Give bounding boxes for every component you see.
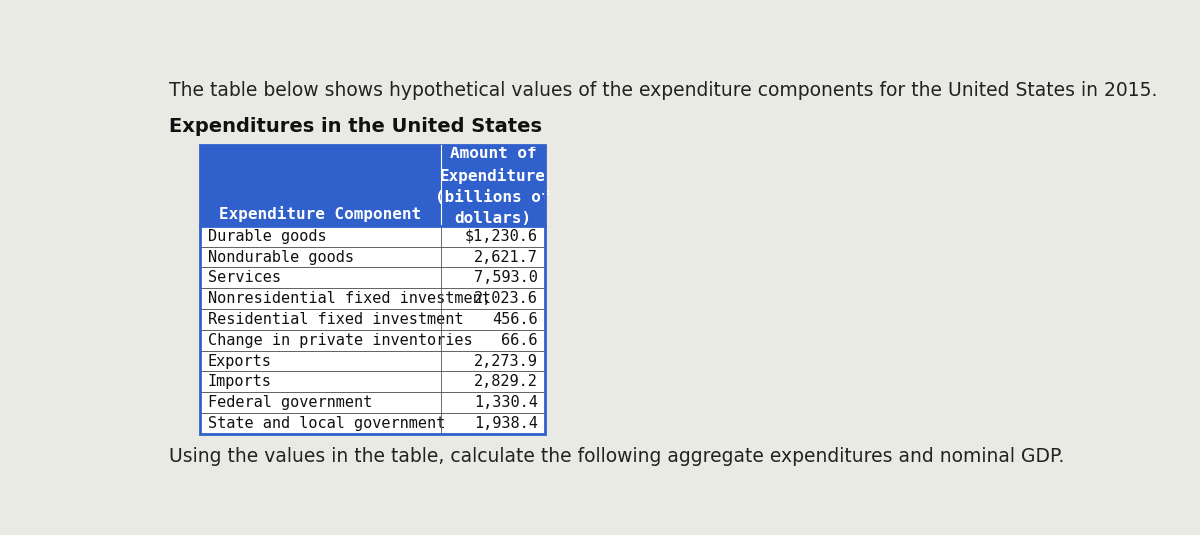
Text: Expenditure Component: Expenditure Component: [220, 207, 421, 223]
Text: 1,938.4: 1,938.4: [474, 416, 538, 431]
Text: Nonresidential fixed investment: Nonresidential fixed investment: [208, 291, 491, 306]
Text: Federal government: Federal government: [208, 395, 372, 410]
Text: 2,273.9: 2,273.9: [474, 354, 538, 369]
Text: Amount of
Expenditure
(billions of
dollars): Amount of Expenditure (billions of dolla…: [436, 146, 551, 226]
Text: Nondurable goods: Nondurable goods: [208, 250, 354, 265]
Text: $1,230.6: $1,230.6: [464, 229, 538, 244]
Text: Residential fixed investment: Residential fixed investment: [208, 312, 463, 327]
FancyBboxPatch shape: [200, 268, 545, 288]
Text: Using the values in the table, calculate the following aggregate expenditures an: Using the values in the table, calculate…: [169, 447, 1064, 466]
FancyBboxPatch shape: [200, 226, 545, 247]
Text: The table below shows hypothetical values of the expenditure components for the : The table below shows hypothetical value…: [169, 81, 1158, 100]
Text: 2,829.2: 2,829.2: [474, 374, 538, 389]
FancyBboxPatch shape: [200, 247, 545, 268]
Text: 1,330.4: 1,330.4: [474, 395, 538, 410]
Text: 456.6: 456.6: [492, 312, 538, 327]
FancyBboxPatch shape: [200, 145, 545, 226]
Text: Expenditures in the United States: Expenditures in the United States: [169, 117, 542, 135]
Text: Imports: Imports: [208, 374, 271, 389]
Text: 2,023.6: 2,023.6: [474, 291, 538, 306]
Text: Durable goods: Durable goods: [208, 229, 326, 244]
FancyBboxPatch shape: [200, 371, 545, 392]
Text: 7,593.0: 7,593.0: [474, 270, 538, 285]
FancyBboxPatch shape: [200, 330, 545, 350]
FancyBboxPatch shape: [200, 309, 545, 330]
FancyBboxPatch shape: [200, 413, 545, 434]
Text: 66.6: 66.6: [502, 333, 538, 348]
Text: Services: Services: [208, 270, 281, 285]
Text: 2,621.7: 2,621.7: [474, 250, 538, 265]
FancyBboxPatch shape: [200, 350, 545, 371]
Text: State and local government: State and local government: [208, 416, 445, 431]
Text: Exports: Exports: [208, 354, 271, 369]
FancyBboxPatch shape: [200, 392, 545, 413]
Text: Change in private inventories: Change in private inventories: [208, 333, 473, 348]
FancyBboxPatch shape: [200, 288, 545, 309]
